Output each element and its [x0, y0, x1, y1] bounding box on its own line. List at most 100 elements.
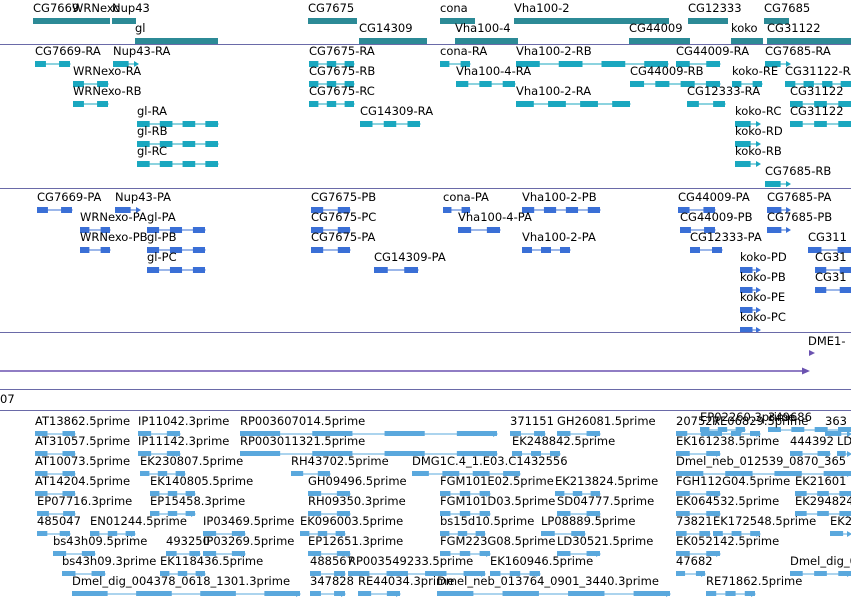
- protein-glyph[interactable]: [740, 327, 761, 332]
- est-label[interactable]: AT14204.5prime: [35, 474, 131, 488]
- est-label[interactable]: IP11042.3prime: [138, 414, 230, 428]
- protein-label[interactable]: Nup43-PA: [115, 190, 172, 204]
- transcript-glyph[interactable]: [516, 61, 669, 67]
- est-label[interactable]: GH09496.5prime: [308, 474, 407, 488]
- est-glyph[interactable]: [358, 591, 401, 597]
- transcript-label[interactable]: gl-RB: [137, 124, 168, 138]
- protein-label[interactable]: CG311: [808, 230, 847, 244]
- gene-label[interactable]: CG7685: [764, 1, 811, 15]
- est-label[interactable]: Dmel_neb_012539_0870_365: [676, 454, 847, 468]
- est-label[interactable]: RP003011321.5prime: [240, 434, 366, 448]
- est-glyph[interactable]: [795, 491, 851, 497]
- protein-glyph[interactable]: [815, 267, 851, 273]
- est-glyph[interactable]: [308, 551, 351, 557]
- transcript-glyph[interactable]: [765, 61, 791, 67]
- est-label[interactable]: EP02260.3prime: [700, 411, 796, 424]
- est-label[interactable]: 485047: [37, 514, 81, 528]
- transcript-label[interactable]: CG7675-RB: [309, 64, 376, 78]
- gene-glyph[interactable]: [440, 18, 475, 24]
- gene-glyph[interactable]: [72, 18, 110, 24]
- est-label[interactable]: EK21601: [795, 474, 847, 488]
- gene-glyph[interactable]: [731, 38, 763, 44]
- protein-glyph[interactable]: [80, 227, 111, 233]
- est-label[interactable]: SD04777.5prime: [557, 494, 655, 508]
- est-glyph[interactable]: [35, 431, 76, 437]
- est-label[interactable]: AT31057.5prime: [35, 434, 131, 448]
- transcript-label[interactable]: CG44009-RA: [676, 45, 750, 58]
- protein-glyph[interactable]: [740, 287, 761, 293]
- est-label[interactable]: EK294824: [795, 494, 851, 508]
- protein-glyph[interactable]: [147, 227, 206, 233]
- transcript-label[interactable]: gl-RA: [137, 104, 168, 118]
- protein-glyph[interactable]: [522, 207, 601, 213]
- est-label[interactable]: FGM101D03.5prime: [440, 494, 556, 508]
- protein-label[interactable]: koko-PD: [740, 250, 787, 264]
- transcript-glyph[interactable]: [73, 81, 109, 87]
- gene-label[interactable]: CG7669: [33, 1, 80, 15]
- est-label[interactable]: Dmel_dig_004378_0618_1301.3prime: [72, 574, 291, 588]
- est-glyph[interactable]: [90, 531, 136, 537]
- est-label[interactable]: 363: [825, 414, 847, 428]
- est-label[interactable]: 349686: [768, 411, 812, 424]
- est-glyph[interactable]: [35, 491, 76, 497]
- est-label[interactable]: EK160946.5prime: [490, 554, 594, 568]
- transcript-label[interactable]: koko-RB: [735, 144, 782, 158]
- transcript-glyph[interactable]: [735, 141, 761, 147]
- protein-glyph[interactable]: [767, 207, 791, 213]
- gene-glyph[interactable]: [308, 18, 357, 24]
- protein-glyph[interactable]: [80, 247, 111, 253]
- est-glyph[interactable]: [706, 591, 756, 597]
- transcript-label[interactable]: Nup43-RA: [113, 45, 171, 58]
- est-label[interactable]: Dmel_neb_013764_0901_3440.3prime: [437, 574, 659, 588]
- gene-glyph[interactable]: [135, 38, 218, 44]
- est-glyph[interactable]: [310, 571, 346, 577]
- est-label[interactable]: RH09350.3prime: [308, 494, 406, 508]
- transcript-label[interactable]: CG14309-RA: [360, 104, 434, 118]
- protein-label[interactable]: gl-PA: [147, 210, 176, 224]
- est-glyph[interactable]: [437, 591, 671, 597]
- est-glyph[interactable]: [541, 531, 586, 537]
- transcript-glyph[interactable]: [360, 121, 421, 127]
- protein-glyph[interactable]: [690, 247, 723, 253]
- gene-glyph[interactable]: [455, 38, 518, 44]
- est-glyph[interactable]: [676, 491, 721, 497]
- transcript-glyph[interactable]: [137, 141, 219, 147]
- gene-label[interactable]: Nup43: [112, 1, 150, 15]
- est-glyph[interactable]: [790, 451, 831, 457]
- transcript-glyph[interactable]: [790, 121, 851, 127]
- transcript-label[interactable]: CG7669-RA: [35, 45, 101, 58]
- est-label[interactable]: 73821: [676, 514, 713, 528]
- gene-glyph[interactable]: [514, 18, 669, 24]
- est-label[interactable]: EK096003.5prime: [300, 514, 404, 528]
- est-label[interactable]: RE44034.3prime: [358, 574, 455, 588]
- est-track[interactable]: AT13862.5prime IP11042.3prime RP003607014.…: [0, 411, 851, 601]
- est-glyph[interactable]: [676, 451, 721, 457]
- protein-glyph[interactable]: [815, 287, 851, 293]
- est-glyph[interactable]: [510, 431, 546, 437]
- protein-label[interactable]: CG7669-PA: [37, 190, 102, 204]
- gene-label[interactable]: Vha100-4: [455, 21, 511, 35]
- est-glyph[interactable]: [555, 491, 601, 497]
- protein-glyph[interactable]: [678, 207, 716, 213]
- transcript-label[interactable]: CG31122-RA: [785, 64, 851, 78]
- est-glyph[interactable]: [676, 551, 721, 557]
- transcript-glyph[interactable]: [137, 161, 219, 167]
- protein-glyph[interactable]: [767, 227, 791, 233]
- est-label[interactable]: FGH112G04.5prime: [676, 474, 791, 488]
- est-glyph[interactable]: [440, 531, 486, 537]
- gene-label[interactable]: CG44009: [629, 21, 683, 35]
- protein-label[interactable]: cona-PA: [443, 190, 489, 204]
- transcript-glyph[interactable]: [732, 81, 763, 87]
- protein-glyph[interactable]: [311, 227, 351, 233]
- est-label[interactable]: EK118436.5prime: [160, 554, 264, 568]
- transcript-glyph[interactable]: [35, 61, 71, 67]
- gene-label[interactable]: WRNexo: [72, 1, 121, 15]
- est-glyph[interactable]: [412, 471, 521, 477]
- repeat-track[interactable]: DME1-: [0, 333, 851, 389]
- protein-glyph[interactable]: [680, 227, 716, 233]
- transcript-label[interactable]: WRNexo-RA: [73, 64, 142, 78]
- est-glyph[interactable]: [712, 431, 761, 437]
- transcript-label[interactable]: CG12333-RA: [687, 84, 761, 98]
- est-label[interactable]: bs43h09.5prime: [53, 534, 148, 548]
- est-label[interactable]: EP12651.3prime: [308, 534, 404, 548]
